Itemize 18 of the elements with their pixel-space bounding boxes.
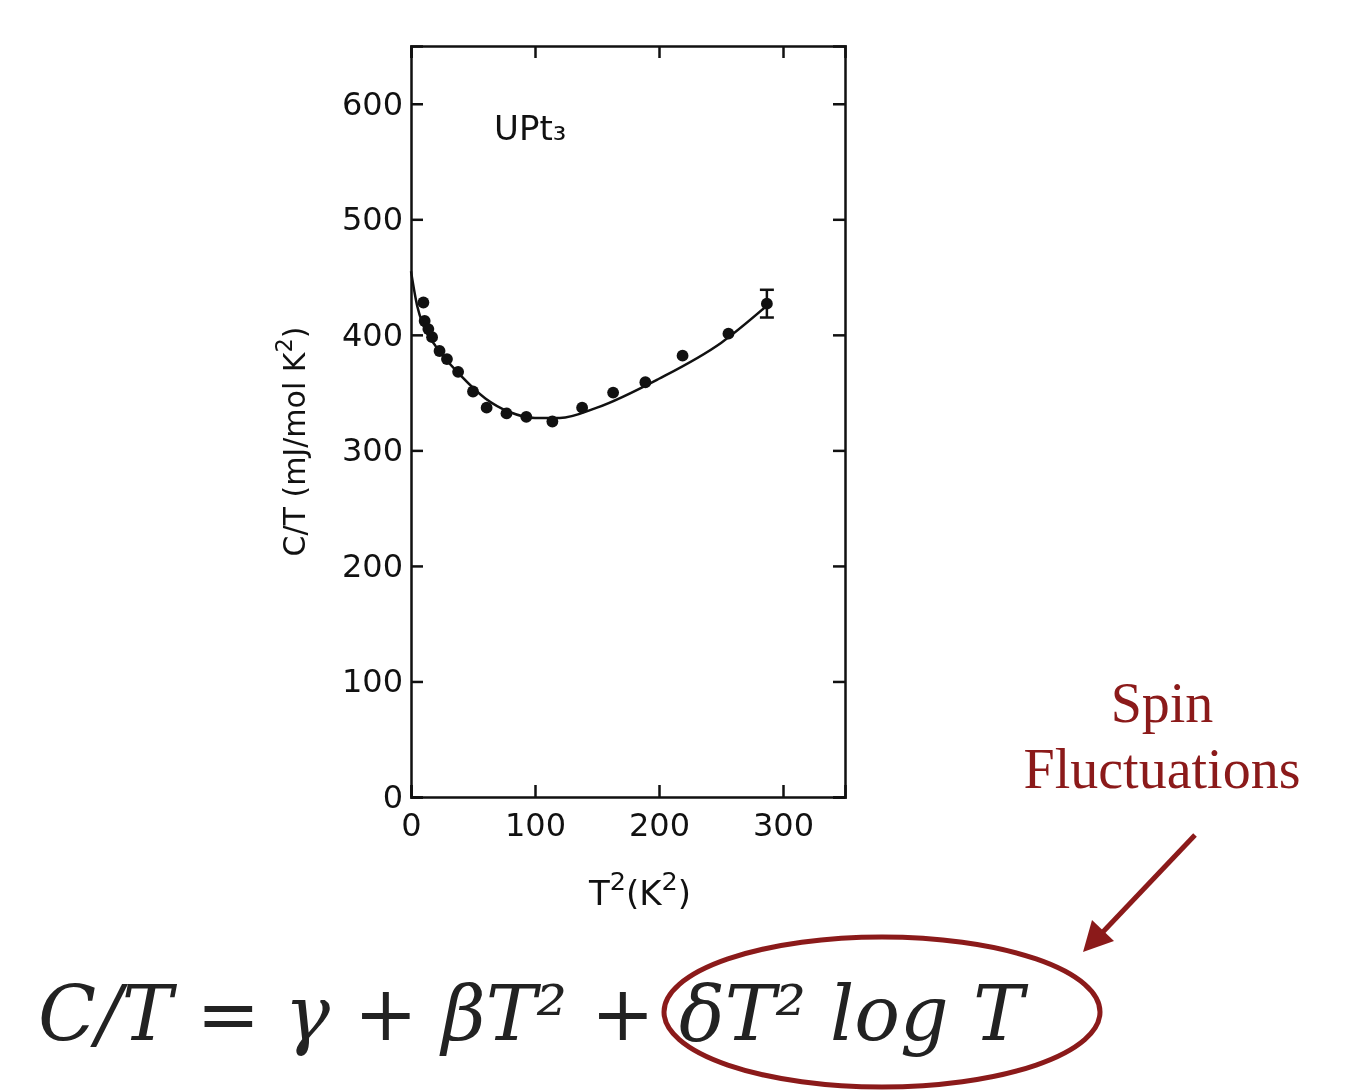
y-tick-label: 400 — [341, 315, 403, 354]
y-tick-label: 600 — [341, 84, 403, 123]
annotation: UPt₃ — [494, 108, 567, 148]
y-tick-label: 300 — [341, 431, 403, 470]
text: C/T = γ + βT² + δT² log T — [38, 969, 1029, 1058]
point — [480, 401, 493, 414]
point — [676, 349, 689, 362]
y-tick-label: 200 — [341, 546, 403, 585]
point — [417, 296, 430, 309]
x-axis-title: T$^{2}$(K$^{2}$) — [587, 866, 692, 913]
x-tick-label: 100 — [504, 805, 567, 844]
x-tick-label: 200 — [628, 805, 691, 844]
y-tick-label: 500 — [341, 200, 403, 239]
x-tick-label: 300 — [752, 805, 815, 844]
y-tick-label: 100 — [341, 662, 403, 701]
y-tick-label: 0 — [382, 777, 403, 816]
point — [607, 386, 620, 399]
text: Spin Fluctuations — [1023, 672, 1301, 800]
